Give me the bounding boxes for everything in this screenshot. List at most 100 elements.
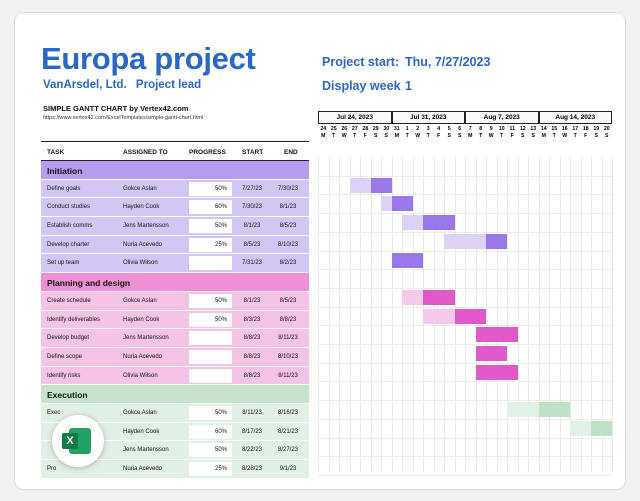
task-bar-remaining[interactable] bbox=[381, 196, 392, 212]
task-bar-complete[interactable] bbox=[538, 402, 570, 418]
progress-cell bbox=[189, 424, 232, 439]
grid-column-line bbox=[349, 157, 351, 472]
task-row[interactable]: Develop budget Jens Martensson 8/8/23 8/11/… bbox=[41, 329, 309, 348]
day-number: 19 bbox=[593, 126, 600, 132]
day-letter: S bbox=[531, 133, 535, 139]
task-bar-complete[interactable] bbox=[591, 420, 612, 436]
phase-row[interactable]: Initiation bbox=[41, 161, 309, 180]
task-bar-complete[interactable] bbox=[370, 177, 392, 193]
phase-row[interactable]: Execution bbox=[41, 385, 309, 404]
task-bar[interactable] bbox=[475, 346, 507, 361]
day-letter: T bbox=[573, 133, 577, 139]
day-letter: W bbox=[341, 133, 347, 139]
display-week-label: Display week bbox=[322, 79, 401, 93]
task-bar-complete[interactable] bbox=[454, 308, 486, 324]
grid-column-line bbox=[549, 157, 550, 472]
template-url[interactable]: https://www.vertex42.com/ExcelTemplates/… bbox=[43, 115, 204, 121]
task-assignee: Gokce Aslan bbox=[123, 297, 157, 304]
day-number: 18 bbox=[582, 126, 589, 132]
display-week-value[interactable]: 1 bbox=[405, 79, 412, 93]
task-assignee: Gokce Aslan bbox=[123, 409, 157, 416]
task-row[interactable]: Identify deliverables Hayden Cook 50% 8/3/2… bbox=[41, 310, 309, 330]
day-number: 1 bbox=[405, 126, 409, 132]
task-row[interactable]: Exec Gokce Aslan 50% 8/11/23 8/16/23 bbox=[41, 403, 309, 423]
grid-row-line bbox=[318, 269, 612, 271]
task-bar[interactable] bbox=[475, 364, 518, 380]
day-letter: F bbox=[437, 133, 441, 139]
task-start: 8/28/23 bbox=[241, 466, 263, 472]
task-bar[interactable] bbox=[391, 252, 423, 268]
col-progress: PROGRESS bbox=[189, 149, 226, 156]
project-title: Europa project bbox=[41, 41, 256, 76]
day-letter: T bbox=[332, 133, 336, 139]
task-start: 7/27/23 bbox=[241, 185, 263, 192]
task-row[interactable]: Conduct studies Hayden Cook 60% 7/30/23 8/1/… bbox=[41, 198, 309, 218]
grid-column-line bbox=[538, 157, 540, 472]
day-letter: F bbox=[584, 133, 588, 139]
task-name: Set up team bbox=[47, 260, 80, 267]
day-letter: W bbox=[415, 133, 421, 139]
task-bar-remaining[interactable] bbox=[402, 289, 423, 305]
project-start-value[interactable]: Thu, 7/27/2023 bbox=[405, 55, 491, 69]
week-header: Aug 7, 2023 bbox=[465, 111, 539, 124]
week-header: Aug 14, 2023 bbox=[538, 111, 612, 124]
task-name: Identify risks bbox=[47, 372, 81, 379]
task-progress: 25% bbox=[214, 466, 227, 472]
task-bar-remaining[interactable] bbox=[423, 308, 455, 324]
task-name: Create schedule bbox=[47, 297, 91, 304]
progress-cell bbox=[189, 443, 232, 458]
task-bar-remaining[interactable] bbox=[402, 215, 423, 231]
task-bar-complete[interactable] bbox=[486, 233, 507, 249]
day-number: 8 bbox=[479, 126, 483, 132]
day-number: 5 bbox=[447, 126, 451, 132]
day-number: 27 bbox=[351, 126, 358, 132]
day-letter: F bbox=[363, 133, 367, 139]
excel-app-badge[interactable]: X bbox=[52, 415, 104, 467]
grid-row-line bbox=[318, 381, 612, 383]
grid-column-line bbox=[517, 157, 519, 472]
task-start: 8/1/23 bbox=[243, 223, 261, 230]
week-header: Jul 31, 2023 bbox=[391, 111, 465, 124]
task-bar-complete[interactable] bbox=[423, 289, 455, 305]
task-bar-remaining[interactable] bbox=[570, 420, 591, 436]
day-letter: T bbox=[405, 133, 409, 139]
task-assignee: Hayden Cook bbox=[123, 428, 160, 435]
day-letter: S bbox=[374, 133, 378, 139]
task-row[interactable]: Jens Martensson 50% 8/22/23 8/27/23 bbox=[41, 441, 309, 460]
task-row[interactable]: Set up team Olivia Wilson 7/31/23 8/2/23 bbox=[41, 254, 309, 274]
task-row[interactable]: Hayden Cook 60% 8/17/23 8/21/23 bbox=[41, 422, 309, 442]
task-bar-remaining[interactable] bbox=[444, 233, 486, 249]
excel-x-glyph: X bbox=[62, 433, 78, 449]
grid-column-line bbox=[370, 157, 372, 472]
task-row[interactable]: Create schedule Gokce Aslan 50% 8/1/23 8/5/2… bbox=[41, 291, 309, 311]
day-letter: S bbox=[458, 133, 462, 139]
task-row[interactable]: Pro Nuria Acevedo 25% 8/28/23 9/1/23 bbox=[41, 460, 309, 479]
day-letter: S bbox=[594, 133, 598, 139]
day-number: 29 bbox=[372, 126, 379, 132]
task-bar-remaining[interactable] bbox=[507, 402, 539, 418]
day-number: 28 bbox=[362, 126, 369, 132]
task-bar[interactable] bbox=[475, 327, 518, 343]
day-number: 31 bbox=[393, 126, 400, 132]
day-number: 9 bbox=[489, 126, 493, 132]
grid-column-line bbox=[612, 157, 613, 472]
day-number: 26 bbox=[341, 126, 348, 132]
task-row[interactable]: Develop charter Nuria Acevedo 25% 8/5/23 8/1… bbox=[41, 235, 309, 255]
task-start: 8/8/23 bbox=[243, 372, 261, 379]
task-row[interactable]: Establish comms Jens Martensson 50% 8/1/23 8… bbox=[41, 217, 309, 236]
table-body: Initiation Define goals Gokce Aslan 50% 7/27… bbox=[41, 161, 309, 479]
task-bar-complete[interactable] bbox=[423, 215, 455, 231]
task-bar-complete[interactable] bbox=[391, 196, 413, 212]
task-row[interactable]: Identify risks Olivia Wilson 8/8/23 8/11/23 bbox=[41, 366, 309, 386]
task-row[interactable]: Define scope Nuria Acevedo 8/8/23 8/10/23 bbox=[41, 347, 309, 367]
task-assignee: Jens Martensson bbox=[123, 335, 169, 342]
day-letter: T bbox=[353, 133, 357, 139]
task-name: Develop budget bbox=[47, 335, 90, 342]
task-bar-remaining[interactable] bbox=[349, 177, 371, 193]
grid-row-line bbox=[318, 474, 612, 476]
phase-row[interactable]: Planning and design bbox=[41, 273, 309, 292]
company-name: VanArsdel, Ltd. bbox=[43, 79, 127, 91]
task-row[interactable]: Define goals Gokce Aslan 50% 7/27/23 7/30/23 bbox=[41, 179, 309, 199]
grid-column-line bbox=[528, 157, 529, 472]
day-letter: S bbox=[447, 133, 451, 139]
